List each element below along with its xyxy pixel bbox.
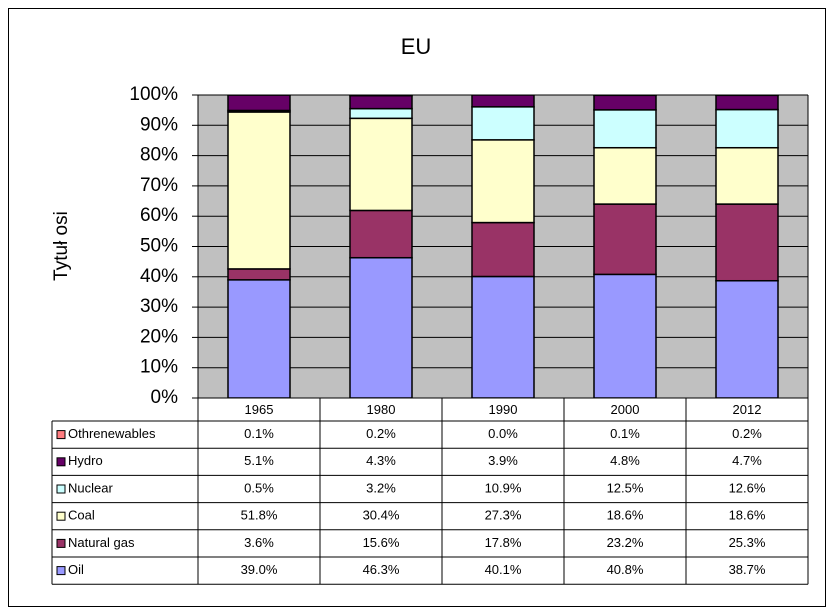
table-cell: 46.3%: [363, 562, 400, 577]
legend-label: Coal: [68, 508, 95, 523]
x-tick-label: 1980: [367, 402, 396, 417]
bar-segment: [227, 111, 291, 270]
legend-label: Oil: [68, 562, 84, 577]
bar-segment: [715, 279, 779, 398]
bar-segment: [349, 107, 413, 120]
table-cell: 0.0%: [488, 426, 518, 441]
y-tick-label: 80%: [140, 145, 178, 166]
table-cell: 0.2%: [732, 426, 762, 441]
bar-segment: [715, 203, 779, 282]
y-tick-label: 40%: [140, 266, 178, 287]
bars: [227, 95, 779, 398]
table-cell: 40.8%: [607, 562, 644, 577]
bar-segment: [593, 109, 657, 149]
table-cell: 51.8%: [241, 508, 278, 523]
table-cell: 0.2%: [366, 426, 396, 441]
bar-segment: [349, 95, 413, 110]
legend-key: [56, 430, 66, 440]
bar-segment: [227, 95, 291, 112]
bar-segment: [715, 95, 779, 97]
legend-key: [56, 484, 66, 494]
bar-segment: [349, 209, 413, 259]
x-tick-label: 1990: [489, 402, 518, 417]
table-cell: 4.7%: [732, 453, 762, 468]
x-tick-label: 2012: [733, 402, 762, 417]
table-cell: 0.5%: [244, 480, 274, 495]
x-tick-label: 2000: [611, 402, 640, 417]
y-tick-label: 90%: [140, 114, 178, 135]
bar-segment: [715, 95, 779, 111]
table-cell: 12.6%: [729, 480, 766, 495]
table-cell: 0.1%: [610, 426, 640, 441]
y-axis-label: Tytuł osi: [51, 211, 72, 281]
table-cell: 12.5%: [607, 480, 644, 495]
bar-segment: [715, 108, 779, 149]
table-cell: 30.4%: [363, 508, 400, 523]
legend-label: Othrenewables: [68, 426, 156, 441]
table-cell: 3.6%: [244, 535, 274, 550]
table-cell: 25.3%: [729, 535, 766, 550]
bar-segment: [471, 139, 535, 224]
legend-key: [56, 538, 66, 548]
table-cell: 18.6%: [729, 508, 766, 523]
bar-segment: [593, 273, 657, 398]
table-cell: 23.2%: [607, 535, 644, 550]
legend-key: [56, 566, 66, 576]
legend-key: [56, 457, 66, 467]
y-tick-label: 10%: [140, 357, 178, 378]
x-tick-label: 1965: [245, 402, 274, 417]
bar-segment: [227, 279, 291, 398]
chart-title: EU: [401, 34, 432, 59]
bar-segment: [593, 203, 657, 276]
table-cell: 0.1%: [244, 426, 274, 441]
bar-segment: [349, 117, 413, 212]
legend-label: Natural gas: [68, 535, 135, 550]
bar-segment: [715, 146, 779, 205]
table-cell: 3.9%: [488, 453, 518, 468]
table-cell: 40.1%: [485, 562, 522, 577]
bar-segment: [593, 95, 657, 111]
legend-label: Nuclear: [68, 480, 113, 495]
table-cell: 4.3%: [366, 453, 396, 468]
y-tick-label: 70%: [140, 175, 178, 196]
bar-segment: [471, 95, 535, 108]
table-cell: 18.6%: [607, 508, 644, 523]
table-cell: 3.2%: [366, 480, 396, 495]
y-tick-label: 60%: [140, 205, 178, 226]
y-tick-label: 0%: [151, 387, 179, 408]
bar-segment: [593, 146, 657, 205]
bar-segment: [471, 106, 535, 141]
y-tick-label: 100%: [129, 84, 178, 105]
table-cell: 38.7%: [729, 562, 766, 577]
table-cell: 15.6%: [363, 535, 400, 550]
y-tick-label: 30%: [140, 296, 178, 317]
y-tick-label: 20%: [140, 326, 178, 347]
legend-key: [56, 511, 66, 521]
table-cell: 10.9%: [485, 480, 522, 495]
bar-segment: [471, 221, 535, 278]
bar-segment: [349, 256, 413, 398]
table-cell: 27.3%: [485, 508, 522, 523]
legend-label: Hydro: [68, 453, 103, 468]
y-tick-label: 50%: [140, 236, 178, 257]
table-cell: 5.1%: [244, 453, 274, 468]
table-cell: 39.0%: [241, 562, 278, 577]
bar-segment: [471, 275, 535, 398]
table-cell: 4.8%: [610, 453, 640, 468]
bar-segment: [227, 268, 291, 281]
bar-segment: [349, 95, 413, 97]
table-cell: 17.8%: [485, 535, 522, 550]
